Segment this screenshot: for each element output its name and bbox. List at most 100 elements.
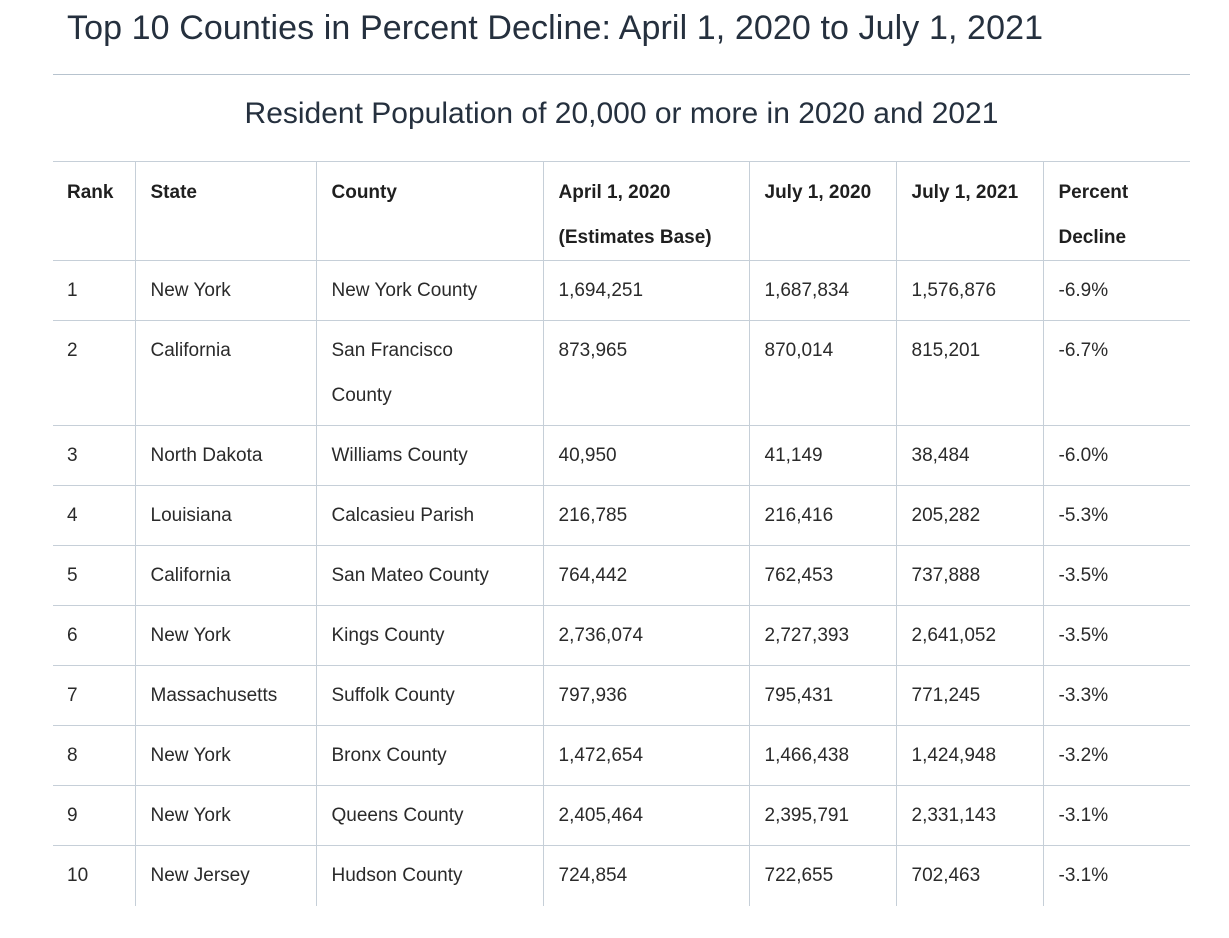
cell-rank: 7: [53, 665, 135, 726]
column-header-state-label: State: [150, 182, 197, 203]
cell-july-2021: 702,463: [895, 845, 1043, 906]
cell-state: Louisiana: [134, 485, 316, 546]
cell-rank: 5: [53, 545, 135, 606]
cell-april-2020: 2,736,074: [542, 605, 749, 666]
cell-july-2021: 38,484: [895, 425, 1043, 486]
cell-july-2020: 762,453: [748, 545, 896, 606]
cell-rank: 2: [53, 320, 135, 426]
column-header-april-2020-line1: April 1, 2020: [558, 182, 671, 203]
cell-rank: 9: [53, 785, 135, 846]
cell-april-2020: 724,854: [542, 845, 749, 906]
cell-percent-decline: -6.7%: [1042, 320, 1190, 426]
cell-july-2020: 216,416: [748, 485, 896, 546]
table-header-row: Rank State County April 1, 2020 (Estimat…: [53, 161, 1190, 261]
column-header-april-2020-line2: (Estimates Base): [558, 227, 712, 248]
cell-county: San Mateo County: [315, 545, 543, 606]
cell-state: New York: [134, 725, 316, 786]
cell-percent-decline: -3.1%: [1042, 845, 1190, 906]
cell-july-2021: 2,641,052: [895, 605, 1043, 666]
cell-april-2020: 764,442: [542, 545, 749, 606]
cell-county: Suffolk County: [315, 665, 543, 726]
cell-april-2020: 40,950: [542, 425, 749, 486]
table-row: 8 New York Bronx County 1,472,654 1,466,…: [53, 725, 1190, 786]
cell-county-line1: San Francisco: [331, 340, 453, 361]
cell-state: California: [134, 320, 316, 426]
cell-county-line2: County: [331, 385, 392, 406]
cell-rank: 6: [53, 605, 135, 666]
cell-state: New York: [134, 785, 316, 846]
table-row: 5 California San Mateo County 764,442 76…: [53, 545, 1190, 606]
cell-percent-decline: -3.1%: [1042, 785, 1190, 846]
cell-county: Hudson County: [315, 845, 543, 906]
column-header-state: State: [134, 161, 316, 261]
cell-july-2020: 870,014: [748, 320, 896, 426]
cell-county: Kings County: [315, 605, 543, 666]
cell-july-2020: 795,431: [748, 665, 896, 726]
table-caption: Resident Population of 20,000 or more in…: [244, 97, 999, 130]
column-header-percent-decline-line2: Decline: [1058, 227, 1127, 248]
cell-april-2020: 216,785: [542, 485, 749, 546]
cell-rank: 1: [53, 260, 135, 321]
table-row: 7 Massachusetts Suffolk County 797,936 7…: [53, 665, 1190, 726]
cell-percent-decline: -3.3%: [1042, 665, 1190, 726]
cell-percent-decline: -6.9%: [1042, 260, 1190, 321]
column-header-percent-decline: Percent Decline: [1042, 161, 1190, 261]
table-row: 9 New York Queens County 2,405,464 2,395…: [53, 785, 1190, 846]
cell-percent-decline: -6.0%: [1042, 425, 1190, 486]
cell-rank: 4: [53, 485, 135, 546]
cell-july-2021: 737,888: [895, 545, 1043, 606]
cell-percent-decline: -3.5%: [1042, 545, 1190, 606]
cell-july-2021: 771,245: [895, 665, 1043, 726]
cell-county: San Francisco County: [315, 320, 543, 426]
cell-county: New York County: [315, 260, 543, 321]
column-header-july-2021-label: July 1, 2021: [911, 182, 1019, 203]
cell-july-2020: 41,149: [748, 425, 896, 486]
column-header-july-2021: July 1, 2021: [895, 161, 1043, 261]
table-row: 6 New York Kings County 2,736,074 2,727,…: [53, 605, 1190, 666]
cell-county: Williams County: [315, 425, 543, 486]
page-title: Top 10 Counties in Percent Decline: Apri…: [67, 9, 1044, 47]
cell-july-2020: 1,466,438: [748, 725, 896, 786]
cell-april-2020: 1,694,251: [542, 260, 749, 321]
table-row: 10 New Jersey Hudson County 724,854 722,…: [53, 845, 1190, 906]
cell-july-2020: 722,655: [748, 845, 896, 906]
cell-rank: 3: [53, 425, 135, 486]
column-header-april-2020: April 1, 2020 (Estimates Base): [542, 161, 749, 261]
column-header-county: County: [315, 161, 543, 261]
column-header-july-2020-label: July 1, 2020: [764, 182, 872, 203]
cell-july-2021: 205,282: [895, 485, 1043, 546]
population-decline-table: Rank State County April 1, 2020 (Estimat…: [53, 161, 1190, 906]
table-row: 1 New York New York County 1,694,251 1,6…: [53, 260, 1190, 321]
cell-state: New York: [134, 260, 316, 321]
table-row: 4 Louisiana Calcasieu Parish 216,785 216…: [53, 485, 1190, 546]
cell-july-2021: 1,424,948: [895, 725, 1043, 786]
cell-county: Calcasieu Parish: [315, 485, 543, 546]
cell-county: Queens County: [315, 785, 543, 846]
cell-july-2021: 1,576,876: [895, 260, 1043, 321]
cell-state: California: [134, 545, 316, 606]
cell-percent-decline: -3.5%: [1042, 605, 1190, 666]
cell-april-2020: 1,472,654: [542, 725, 749, 786]
cell-percent-decline: -5.3%: [1042, 485, 1190, 546]
cell-rank: 8: [53, 725, 135, 786]
cell-april-2020: 873,965: [542, 320, 749, 426]
table-row: 3 North Dakota Williams County 40,950 41…: [53, 425, 1190, 486]
cell-state: New Jersey: [134, 845, 316, 906]
cell-april-2020: 797,936: [542, 665, 749, 726]
cell-county: Bronx County: [315, 725, 543, 786]
cell-july-2021: 815,201: [895, 320, 1043, 426]
column-header-rank: Rank: [53, 161, 135, 261]
cell-state: Massachusetts: [134, 665, 316, 726]
column-header-july-2020: July 1, 2020: [748, 161, 896, 261]
cell-july-2020: 2,727,393: [748, 605, 896, 666]
cell-april-2020: 2,405,464: [542, 785, 749, 846]
cell-july-2020: 1,687,834: [748, 260, 896, 321]
table-row: 2 California San Francisco County 873,96…: [53, 320, 1190, 426]
column-header-county-label: County: [331, 182, 397, 203]
cell-state: New York: [134, 605, 316, 666]
cell-july-2021: 2,331,143: [895, 785, 1043, 846]
cell-state: North Dakota: [134, 425, 316, 486]
cell-percent-decline: -3.2%: [1042, 725, 1190, 786]
cell-rank: 10: [67, 865, 89, 886]
cell-july-2020: 2,395,791: [748, 785, 896, 846]
